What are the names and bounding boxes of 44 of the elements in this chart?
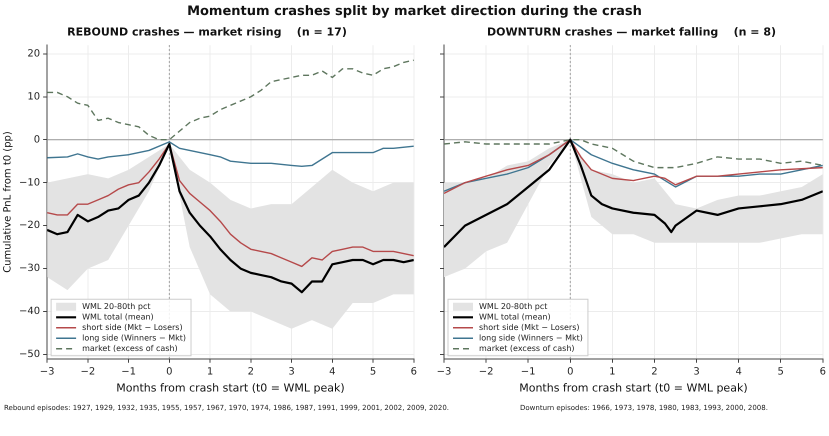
y-tick-label: −30 [18,263,40,274]
x-tick-label: 1 [206,366,214,378]
x-tick-label: 3 [288,366,295,378]
x-tick-label: 4 [735,366,742,378]
x-tick-label: −3 [40,366,54,378]
chart-subtitle: REBOUND crashes — market rising (n = 17) [67,25,347,38]
x-tick-label: −2 [80,366,96,378]
legend-label: WML total (mean) [479,312,551,322]
x-tick-label: 4 [329,366,336,378]
legend-label: WML 20-80th pct [82,302,151,311]
x-tick-label: −1 [520,366,536,378]
x-tick-label: 5 [778,366,784,378]
legend-label: long side (Winners − Mkt) [82,333,186,342]
y-tick-label: −20 [18,220,40,232]
legend-label: long side (Winners − Mkt) [479,333,583,342]
y-tick-label: 10 [27,91,40,102]
y-tick-label: 0 [34,134,40,146]
legend-label: short side (Mkt − Losers) [479,322,580,332]
y-tick-label: −40 [18,306,40,318]
y-tick-label: −50 [18,349,40,360]
x-axis-title: Months from crash start (t0 = WML peak) [116,381,345,394]
y-tick-label: 20 [27,48,40,60]
x-tick-label: 0 [166,366,173,378]
legend-label: market (excess of cash) [479,344,575,353]
x-tick-label: 5 [370,366,376,378]
x-tick-label: 6 [410,366,418,378]
x-tick-label: 0 [567,366,574,378]
x-tick-label: 2 [651,366,658,378]
x-tick-label: 2 [248,366,254,378]
x-tick-label: 3 [693,366,700,378]
x-tick-label: 6 [820,366,826,378]
x-tick-label: 1 [609,366,616,378]
legend-label: WML total (mean) [82,312,154,322]
legend-label: market (excess of cash) [82,344,178,353]
chart-subtitle: DOWNTURN crashes — market falling (n = 8) [486,25,776,38]
legend-label: WML 20-80th pct [479,302,548,311]
x-tick-label: −1 [121,366,136,378]
x-axis-title: Months from crash start (t0 = WML peak) [519,381,748,394]
y-axis-title: Cumulative PnL from t0 (pp) [2,131,14,273]
x-tick-label: −2 [478,366,494,378]
chart-title: Momentum crashes split by market direction during the crash [186,4,643,21]
legend-label: short side (Mkt − Losers) [82,322,183,332]
y-tick-label: −10 [18,177,40,188]
x-tick-label: −3 [436,366,452,378]
